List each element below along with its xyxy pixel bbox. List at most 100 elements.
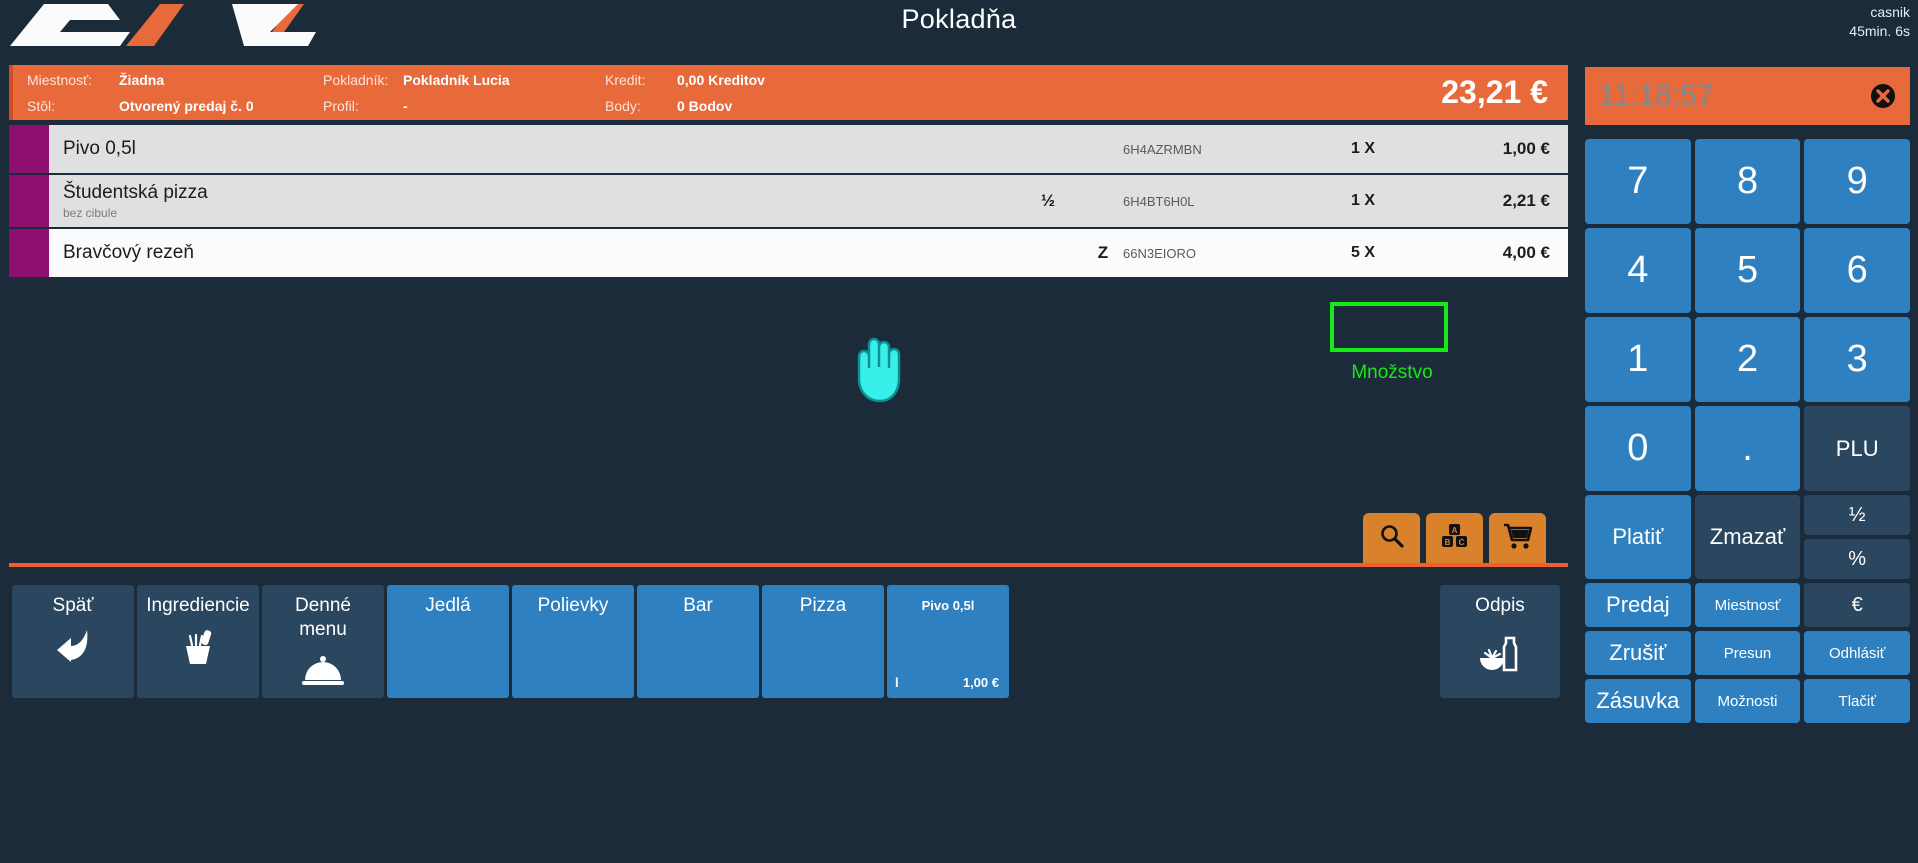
order-row[interactable]: Pivo 0,5l 6H4AZRMBN 1 X 1,00 € (9, 125, 1568, 173)
half-percent-stack: ½ % (1804, 495, 1911, 579)
room-button[interactable]: Miestnosť (1694, 583, 1801, 627)
order-item-quantity[interactable]: 1 X (1350, 140, 1375, 157)
key-8[interactable]: 8 (1694, 139, 1801, 224)
order-item-quantity[interactable]: 1 X (1350, 192, 1375, 209)
category-button-row: Späť Ingrediencie Denné menu Jedlá Polievky B… (12, 585, 1009, 698)
key-2[interactable]: 2 (1694, 317, 1801, 402)
order-item-code: 6H4BT6H0L (1123, 193, 1195, 209)
info-points: Body: 0 Bodov (605, 93, 891, 119)
order-item-price: 2,21 € (1502, 191, 1550, 210)
keypad-row-456: 4 5 6 (1585, 228, 1911, 313)
sale-button[interactable]: Predaj (1585, 583, 1691, 627)
move-button[interactable]: Presun (1694, 631, 1801, 675)
pay-button[interactable]: Platiť (1585, 495, 1691, 579)
product-button[interactable]: Pizza (762, 585, 884, 698)
numeric-keypad-panel: 11:18:57 7 8 9 4 5 6 (1578, 52, 1918, 863)
page-title: Pokladňa (901, 4, 1017, 34)
half-button[interactable]: ½ (1804, 495, 1911, 535)
order-item-name: Študentská pizza (63, 182, 208, 203)
table-value: Otvorený predaj č. 0 (119, 97, 254, 114)
drawer-button[interactable]: Zásuvka (1585, 679, 1691, 723)
quantity-annotation-label: Množstvo (1351, 362, 1433, 383)
key-1[interactable]: 1 (1585, 317, 1691, 402)
key-0[interactable]: 0 (1585, 406, 1691, 491)
key-decimal[interactable]: . (1694, 406, 1801, 491)
delete-button[interactable]: Zmazať (1694, 495, 1801, 579)
product-button-label: Jedlá (425, 595, 471, 616)
product-button-label: Polievky (537, 595, 609, 616)
order-row-name-wrap: Bravčový rezeň (63, 235, 1013, 271)
top-bar: Pokladňa casnik 45min. 6s (0, 0, 1918, 52)
info-cashier: Pokladník: Pokladník Lucia (323, 67, 591, 93)
key-5[interactable]: 5 (1694, 228, 1801, 313)
search-icon (1379, 523, 1405, 554)
logout-button[interactable]: Odhlásiť (1804, 631, 1911, 675)
product-price: 1,00 € (962, 675, 999, 690)
key-9[interactable]: 9 (1804, 139, 1911, 224)
key-7[interactable]: 7 (1585, 139, 1691, 224)
print-button[interactable]: Tlačiť (1804, 679, 1911, 723)
product-button-label: Ingrediencie (146, 595, 250, 616)
points-label: Body: (605, 97, 641, 114)
order-item-name: Bravčový rezeň (63, 242, 194, 263)
product-button-label: Bar (683, 595, 713, 616)
order-item-price: 4,00 € (1502, 243, 1550, 262)
abc-blocks-icon: A B C (1441, 522, 1469, 555)
keypad-row-pay: Platiť Zmazať ½ % (1585, 495, 1911, 579)
credit-value: 0,00 Kreditov (677, 71, 765, 88)
shopping-cart-icon (1503, 522, 1533, 555)
product-unit: l (895, 675, 899, 690)
product-button-label: Pizza (799, 595, 847, 616)
key-plu[interactable]: PLU (1804, 406, 1911, 491)
order-total: 23,21 € (1441, 74, 1548, 110)
euro-button[interactable]: € (1804, 583, 1911, 627)
keypad-row-123: 1 2 3 (1585, 317, 1911, 402)
product-button[interactable]: Polievky (512, 585, 634, 698)
order-item-quantity[interactable]: 5 X (1350, 244, 1375, 261)
room-label: Miestnosť: (27, 71, 93, 88)
search-button[interactable] (1363, 513, 1420, 563)
info-group-cashier: Pokladník: Pokladník Lucia Profil: - (309, 65, 591, 120)
order-item-price: 1,00 € (1502, 139, 1550, 158)
options-button[interactable]: Možnosti (1694, 679, 1801, 723)
order-item-fraction: ½ (1040, 191, 1056, 210)
keypad-keys: 7 8 9 4 5 6 1 2 3 0 . PLU Platiť Zma (1585, 139, 1911, 727)
order-row[interactable]: Bravčový rezeň Z 66N3EIORO 5 X 4,00 € (9, 229, 1568, 277)
order-row-color-tag (9, 229, 49, 277)
keypad-display[interactable]: 11:18:57 (1585, 67, 1910, 125)
key-4[interactable]: 4 (1585, 228, 1691, 313)
clear-button[interactable] (1870, 83, 1896, 109)
percent-button[interactable]: % (1804, 539, 1911, 579)
product-button[interactable]: Späť (12, 585, 134, 698)
session-time: 45min. 6s (1849, 23, 1910, 39)
odpis-button[interactable]: Odpis (1440, 585, 1560, 698)
key-6[interactable]: 6 (1804, 228, 1911, 313)
svg-text:C: C (1458, 538, 1464, 547)
alphabet-keyboard-button[interactable]: A B C (1426, 513, 1483, 563)
order-row-name-wrap: Študentská pizza bez cibule (63, 175, 1013, 227)
credit-label: Kredit: (605, 71, 646, 88)
order-item-letter: Z (1097, 243, 1109, 262)
product-button[interactable]: Bar (637, 585, 759, 698)
order-row-body: Pivo 0,5l 6H4AZRMBN 1 X 1,00 € (49, 125, 1568, 173)
mouse-cursor-hand-icon (845, 334, 911, 404)
cashier-label: Pokladník: (323, 71, 389, 88)
product-button[interactable]: Denné menu (262, 585, 384, 698)
order-item-code: 6H4AZRMBN (1123, 141, 1202, 157)
product-button-label: Pivo 0,5l (921, 598, 975, 613)
product-button[interactable]: Pivo 0,5l l 1,00 € (887, 585, 1009, 698)
order-row[interactable]: Študentská pizza bez cibule ½ 6H4BT6H0L 1 X 2… (9, 175, 1568, 227)
info-group-credit: Kredit: 0,00 Kreditov Body: 0 Bodov (591, 65, 891, 120)
product-button-label: Denné menu (295, 595, 351, 640)
section-divider (9, 563, 1568, 567)
svg-text:B: B (1444, 538, 1450, 547)
product-button[interactable]: Jedlá (387, 585, 509, 698)
cart-button[interactable] (1489, 513, 1546, 563)
cool-logo (8, 2, 318, 48)
key-3[interactable]: 3 (1804, 317, 1911, 402)
mortar-pestle-icon (176, 628, 220, 675)
odpis-label: Odpis (1475, 595, 1525, 616)
product-button[interactable]: Ingrediencie (137, 585, 259, 698)
cancel-button[interactable]: Zrušiť (1585, 631, 1691, 675)
